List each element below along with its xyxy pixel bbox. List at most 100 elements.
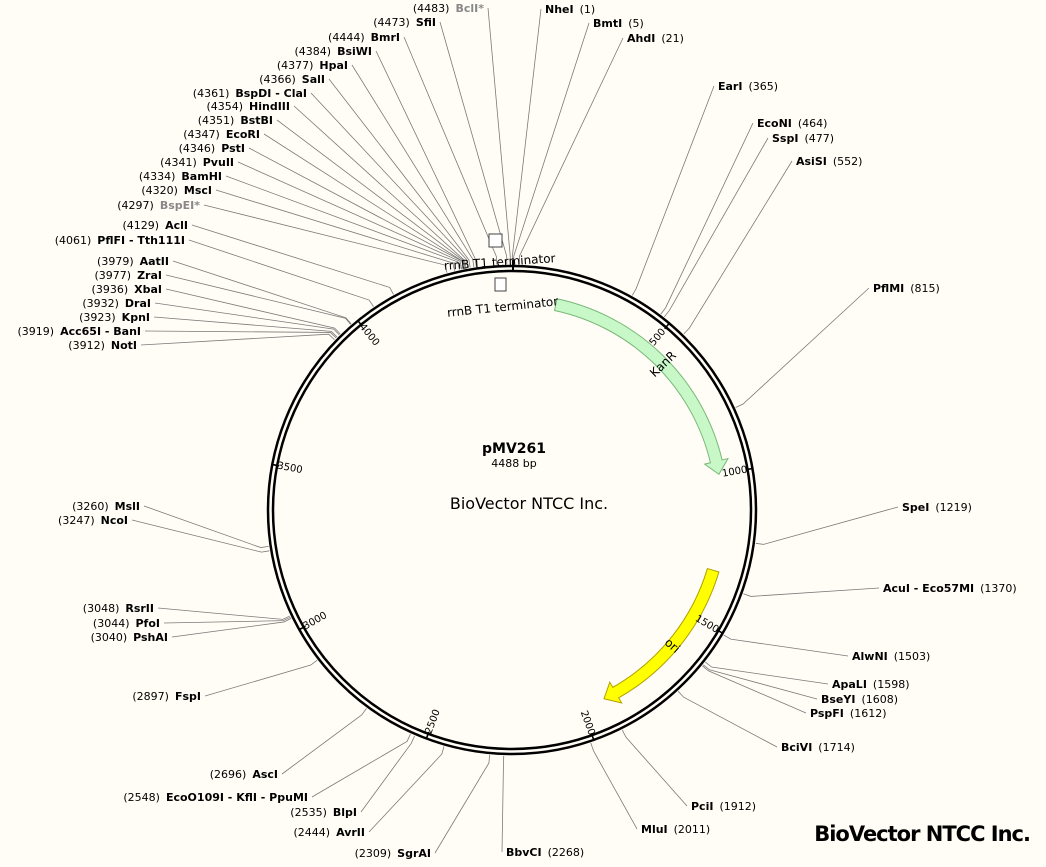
site-label-sspi: SspI (477) <box>772 132 834 145</box>
site-label-econi: EcoNI (464) <box>757 117 827 130</box>
leader-line-blpi <box>360 735 415 813</box>
leader-line-sfii <box>439 21 508 265</box>
site-name: ApaLI <box>832 678 867 691</box>
site-position: (3919) <box>18 325 55 338</box>
leader-line-econi <box>660 122 754 315</box>
tick-mark-2500 <box>425 731 430 740</box>
leader-line-hpai <box>351 64 475 268</box>
site-position: (4444) <box>328 31 365 44</box>
leader-line-hindiii <box>293 105 467 269</box>
site-label-fspi: (2897) FspI <box>132 690 201 703</box>
site-position: (2548) <box>123 791 160 804</box>
leader-line-ncoi <box>131 519 270 553</box>
site-name: BciVI <box>781 741 812 754</box>
site-name: MslI <box>115 500 140 513</box>
site-name: MluI <box>641 823 668 836</box>
site-position: (1912) <box>719 800 756 813</box>
site-label-psti: (4346) PstI <box>179 142 245 155</box>
site-position: (1) <box>580 3 596 16</box>
tick-label-4000: 4000 <box>357 322 382 349</box>
site-label-bspei: (4297) BspEI* <box>117 199 200 212</box>
leader-line-msli <box>143 505 269 548</box>
site-label-sfii: (4473) SfiI <box>373 16 436 29</box>
terminator-label: rrnB T1 terminator <box>444 251 556 273</box>
site-name: HindIII <box>249 100 290 113</box>
site-name: BstBI <box>240 114 273 127</box>
center-watermark: BioVector NTCC Inc. <box>450 494 608 513</box>
site-label-kpni: (3923) KpnI <box>79 311 150 324</box>
leader-line-fspi <box>204 659 318 697</box>
site-label-bamhi: (4334) BamHI <box>139 170 222 183</box>
site-name: PflFI - Tth111I <box>97 234 185 247</box>
site-name: BamHI <box>181 170 222 183</box>
site-label-avrii: (2444) AvrII <box>294 826 365 839</box>
site-position: (4384) <box>294 45 331 58</box>
site-label-pvuii: (4341) PvuII <box>160 156 234 169</box>
site-position: (4334) <box>139 170 176 183</box>
site-name: AatII <box>140 255 169 268</box>
site-position: (4483) <box>413 2 450 15</box>
leader-line-rsrii <box>157 607 291 620</box>
site-name: HpaI <box>319 59 348 72</box>
site-label-bseyi: BseYI (1608) <box>821 693 898 706</box>
site-name: BclI* <box>455 2 484 15</box>
leader-line-drai <box>154 302 340 336</box>
site-position: (3977) <box>95 269 132 282</box>
site-name: EcoO109I - KflI - PpuMI <box>166 791 308 804</box>
site-label-bbvci: BbvCI (2268) <box>506 846 584 859</box>
tick-mark-1000 <box>745 467 754 471</box>
site-labels: NheI (1)BmtI (5) AhdI (21) EarI (365) EcoNI (464… <box>18 2 1017 860</box>
tick-label-3500: 3500 <box>276 461 303 477</box>
site-position: (2011) <box>674 823 711 836</box>
site-label-bspdi-clai: (4361) BspDI - ClaI <box>193 87 307 100</box>
leader-line-pfoi <box>163 616 291 624</box>
site-name: NcoI <box>101 514 128 527</box>
tick-label-2500: 2500 <box>424 708 443 736</box>
tick-label-500: 500 <box>648 327 669 349</box>
feature-arrow-kanr <box>553 298 729 476</box>
leader-line-bstbi <box>276 119 466 269</box>
site-name: BseYI <box>821 693 855 706</box>
site-label-hpai: (4377) HpaI <box>277 59 348 72</box>
site-label-ecori: (4347) EcoRI <box>183 128 260 141</box>
leader-line-apali <box>705 661 829 685</box>
site-label-asci: (2696) AscI <box>210 768 278 781</box>
site-name: AscI <box>252 768 278 781</box>
site-label-bmri: (4444) BmrI <box>328 31 400 44</box>
site-name: DraI <box>125 297 151 310</box>
leader-line-acli <box>191 224 394 295</box>
site-name: PstI <box>221 142 245 155</box>
leader-line-ahdi <box>518 37 624 265</box>
site-label-noti: (3912) NotI <box>68 339 137 352</box>
site-position: (815) <box>910 282 940 295</box>
site-name: NheI <box>545 3 574 16</box>
leader-line-bcli <box>487 7 511 265</box>
terminator-label: rrnB T1 terminator <box>446 294 559 320</box>
site-name: PvuII <box>203 156 234 169</box>
site-name: SpeI <box>902 501 929 514</box>
site-position: (464) <box>798 117 828 130</box>
site-label-aatii: (3979) AatII <box>97 255 169 268</box>
site-position: (5) <box>628 17 644 30</box>
site-name: PfoI <box>136 617 161 630</box>
leader-line-sali <box>328 78 471 268</box>
site-name: PshAI <box>133 631 168 644</box>
site-label-ecoo109i-kfli-ppumi: (2548) EcoO109I - KflI - PpuMI <box>123 791 308 804</box>
site-label-nhei: NheI (1) <box>545 3 595 16</box>
leader-line-pspfi <box>702 665 807 714</box>
site-name: AclI <box>165 219 188 232</box>
site-position: (4341) <box>160 156 197 169</box>
site-position: (4354) <box>206 100 243 113</box>
site-name: AlwNI <box>852 650 888 663</box>
site-position: (3247) <box>58 514 95 527</box>
site-name: EarI <box>718 80 742 93</box>
site-label-ahdi: AhdI (21) <box>627 32 684 45</box>
leader-line-zrai <box>165 274 351 325</box>
site-label-pcii: PciI (1912) <box>691 800 756 813</box>
site-label-blpi: (2535) BlpI <box>290 806 357 819</box>
site-position: (3912) <box>68 339 105 352</box>
site-position: (477) <box>804 132 834 145</box>
leader-line-aatii <box>172 260 352 325</box>
site-label-pflfi-tth111i: (4061) PflFI - Tth111I <box>55 234 185 247</box>
site-label-msci: (4320) MscI <box>141 184 212 197</box>
